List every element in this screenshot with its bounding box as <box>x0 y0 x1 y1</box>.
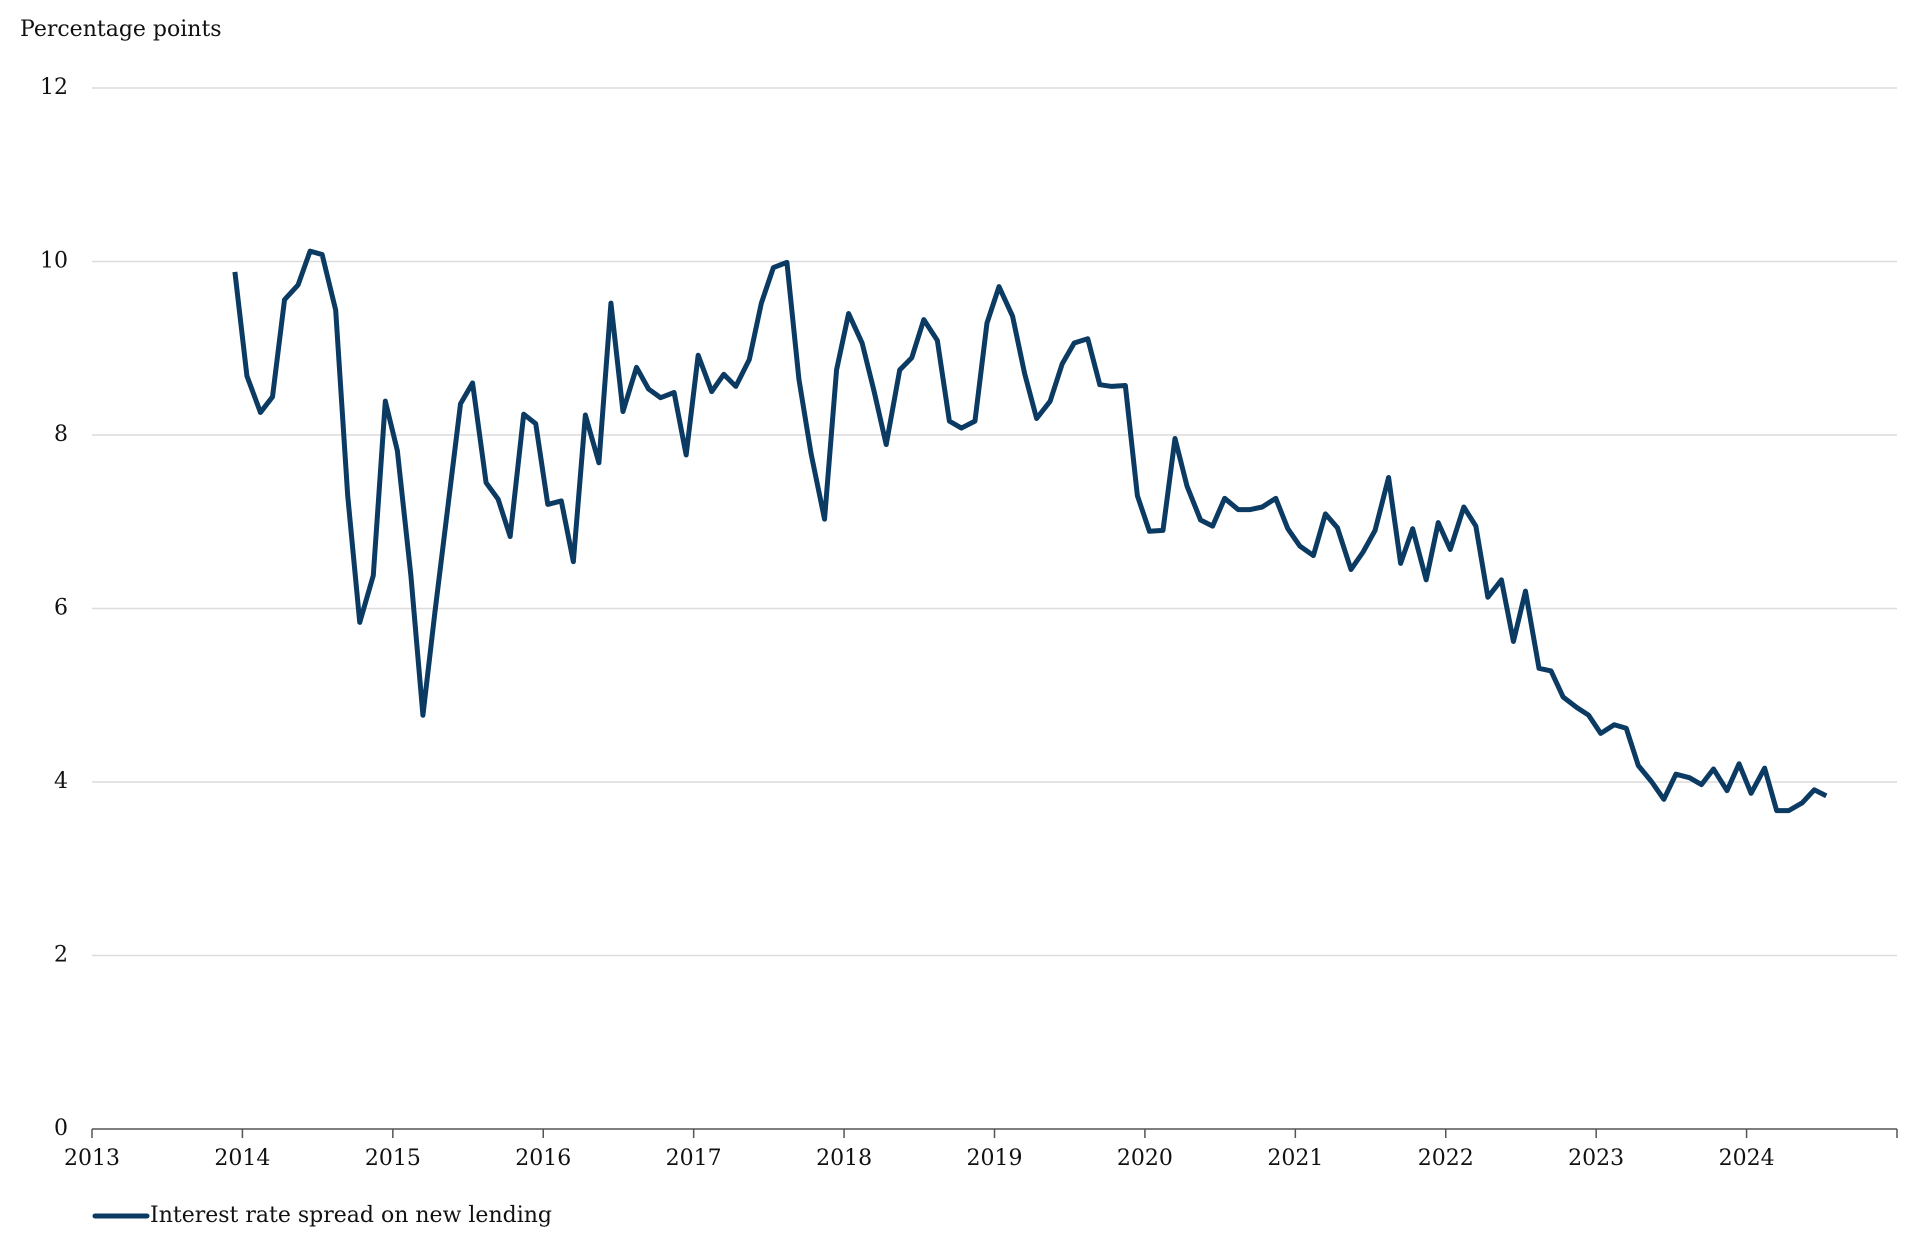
x-tick-label: 2018 <box>816 1146 872 1171</box>
x-tick-label: 2022 <box>1418 1146 1474 1171</box>
x-tick-label: 2024 <box>1719 1146 1775 1171</box>
y-tick-label: 12 <box>40 75 68 100</box>
x-tick-label: 2015 <box>365 1146 421 1171</box>
y-tick-label: 0 <box>54 1116 68 1141</box>
y-tick-label: 6 <box>54 596 68 621</box>
y-axis-label: Percentage points <box>20 17 222 42</box>
x-tick-label: 2013 <box>64 1146 120 1171</box>
x-tick-label: 2023 <box>1568 1146 1624 1171</box>
x-tick-label: 2014 <box>214 1146 270 1171</box>
x-tick-label: 2019 <box>967 1146 1023 1171</box>
x-tick-label: 2016 <box>515 1146 571 1171</box>
series-line <box>232 248 1828 814</box>
legend-label: Interest rate spread on new lending <box>150 1203 552 1228</box>
y-tick-label: 10 <box>40 249 68 274</box>
y-tick-label: 4 <box>54 769 68 794</box>
y-tick-label: 8 <box>54 422 68 447</box>
x-tick-label: 2021 <box>1267 1146 1323 1171</box>
y-tick-label: 2 <box>54 943 68 968</box>
x-tick-label: 2020 <box>1117 1146 1173 1171</box>
x-tick-label: 2017 <box>666 1146 722 1171</box>
